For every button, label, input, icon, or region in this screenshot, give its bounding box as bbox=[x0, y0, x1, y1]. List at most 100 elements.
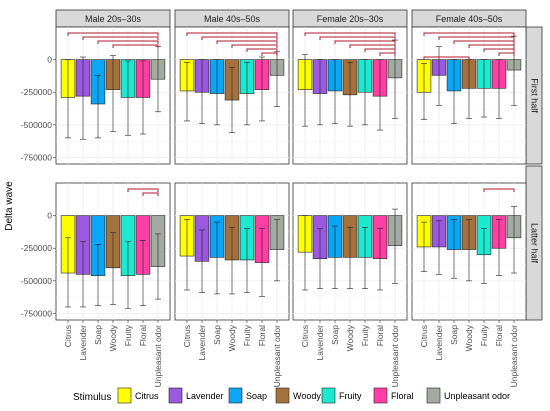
significance-bracket bbox=[97, 40, 159, 44]
x-tick-label: Soap bbox=[449, 325, 459, 345]
legend-swatch-soap bbox=[228, 387, 243, 404]
col-strip-3: Female 20s–30s bbox=[292, 9, 408, 28]
legend-swatch-lavender bbox=[168, 387, 183, 404]
col-strip-2: Male 40s–50s bbox=[174, 9, 290, 28]
significance-bracket bbox=[423, 32, 515, 36]
significance-bracket bbox=[319, 36, 396, 40]
x-tick-label: Floral bbox=[375, 325, 385, 346]
significance-bracket bbox=[246, 48, 278, 52]
x-tick-label: Fruity bbox=[242, 324, 252, 346]
significance-bracket bbox=[142, 192, 159, 196]
x-tick-label: Woody bbox=[227, 324, 237, 351]
x-tick-label: Citrus bbox=[300, 325, 310, 347]
legend-swatch-fruity bbox=[321, 387, 336, 404]
significance-bracket bbox=[438, 36, 515, 40]
x-tick-label: Soap bbox=[212, 325, 222, 345]
row-strip-label: Latter half bbox=[530, 223, 540, 264]
significance-bracket bbox=[483, 188, 515, 192]
significance-bracket bbox=[349, 44, 396, 48]
x-tick-label: Citrus bbox=[182, 325, 192, 347]
panel-3 bbox=[292, 26, 408, 165]
x-tick-label: Citrus bbox=[419, 325, 429, 347]
panel-7: Citrus Lavender Soap Woody Fruity Floral Unple… bbox=[292, 182, 408, 388]
panel-1: 0 -250000 -500000 -750000 bbox=[21, 26, 171, 165]
col-strip-label: Male 40s–50s bbox=[204, 14, 261, 24]
x-tick-label: Unpleasant odor bbox=[272, 325, 282, 388]
x-tick-label: Lavender bbox=[197, 325, 207, 361]
row-strip-label: First half bbox=[530, 78, 540, 113]
significance-bracket bbox=[67, 32, 159, 36]
significance-bracket bbox=[364, 48, 396, 52]
col-strip-label: Female 40s–50s bbox=[436, 14, 503, 24]
significance-bracket bbox=[468, 44, 515, 48]
x-tick-label: Fruity bbox=[360, 324, 370, 346]
x-tick-label: Soap bbox=[93, 325, 103, 345]
x-tick-label: Floral bbox=[138, 325, 148, 346]
significance-bracket bbox=[379, 52, 396, 56]
col-strip-4: Female 40s–50s bbox=[411, 9, 527, 28]
row-strip-2: Latter half bbox=[525, 165, 543, 321]
y-tick-label: 0 bbox=[47, 211, 52, 221]
significance-bracket bbox=[112, 44, 159, 48]
legend-label-woody: Woody bbox=[293, 391, 321, 401]
legend-title: Stimulus bbox=[73, 392, 111, 403]
y-tick-label: -250000 bbox=[21, 243, 52, 253]
significance-bracket bbox=[186, 32, 278, 36]
x-tick-label: Soap bbox=[330, 325, 340, 345]
legend-swatch-woody bbox=[275, 387, 290, 404]
significance-bracket bbox=[498, 52, 515, 56]
col-strip-1: Male 20s–30s bbox=[55, 9, 171, 28]
legend-label-citrus: Citrus bbox=[135, 391, 159, 401]
significance-bracket bbox=[334, 40, 396, 44]
legend-swatch-floral bbox=[373, 387, 388, 404]
row-strip-1: First half bbox=[525, 26, 543, 165]
col-strip-label: Male 20s–30s bbox=[85, 14, 142, 24]
col-strip-label: Female 20s–30s bbox=[317, 14, 384, 24]
y-tick-label: -750000 bbox=[21, 152, 52, 162]
significance-bracket bbox=[453, 40, 515, 44]
significance-bracket bbox=[483, 48, 515, 52]
x-tick-label: Woody bbox=[464, 324, 474, 351]
x-tick-label: Fruity bbox=[479, 324, 489, 346]
x-tick-label: Citrus bbox=[63, 325, 73, 347]
legend-swatch-citrus bbox=[117, 387, 132, 404]
panel-4 bbox=[411, 26, 527, 165]
x-tick-label: Unpleasant odor bbox=[390, 325, 400, 388]
legend-label-unpleasant-odor: Unpleasant odor bbox=[444, 391, 510, 401]
legend-label-soap: Soap bbox=[246, 391, 267, 401]
x-tick-label: Floral bbox=[257, 325, 267, 346]
significance-bracket bbox=[216, 40, 278, 44]
x-tick-label: Unpleasant odor bbox=[153, 325, 163, 388]
panel-5: 0 -250000 -500000 -750000 Citrus Lavender Soap… bbox=[21, 182, 171, 388]
significance-bracket bbox=[201, 36, 278, 40]
y-tick-label: -250000 bbox=[21, 87, 52, 97]
x-tick-label: Woody bbox=[108, 324, 118, 351]
significance-bracket bbox=[231, 44, 278, 48]
legend-label-lavender: Lavender bbox=[186, 391, 224, 401]
significance-bracket bbox=[423, 56, 470, 60]
panel-2 bbox=[174, 26, 290, 165]
legend-label-floral: Floral bbox=[391, 391, 414, 401]
x-tick-label: Floral bbox=[494, 325, 504, 346]
legend-label-fruity: Fruity bbox=[339, 391, 362, 401]
significance-bracket bbox=[261, 52, 278, 56]
y-tick-label: -500000 bbox=[21, 276, 52, 286]
significance-bracket bbox=[82, 36, 159, 40]
x-tick-label: Lavender bbox=[78, 325, 88, 361]
x-tick-label: Lavender bbox=[434, 325, 444, 361]
significance-bracket bbox=[127, 188, 159, 192]
legend: Stimulus Citrus Lavender Soap Woody Fruity Flo… bbox=[73, 387, 510, 404]
x-tick-label: Lavender bbox=[315, 325, 325, 361]
x-tick-label: Unpleasant odor bbox=[509, 325, 519, 388]
significance-bracket bbox=[304, 32, 396, 36]
y-tick-label: -750000 bbox=[21, 308, 52, 318]
x-tick-label: Woody bbox=[345, 324, 355, 351]
x-tick-label: Fruity bbox=[123, 324, 133, 346]
panel-6: Citrus Lavender Soap Woody Fruity Floral Unple… bbox=[174, 182, 290, 388]
y-axis-title: Delta wave bbox=[4, 181, 15, 231]
y-tick-label: -500000 bbox=[21, 120, 52, 130]
legend-swatch-unpleasant-odor bbox=[426, 387, 441, 404]
y-tick-label: 0 bbox=[47, 55, 52, 65]
panel-8: Citrus Lavender Soap Woody Fruity Floral Unple… bbox=[411, 182, 527, 388]
